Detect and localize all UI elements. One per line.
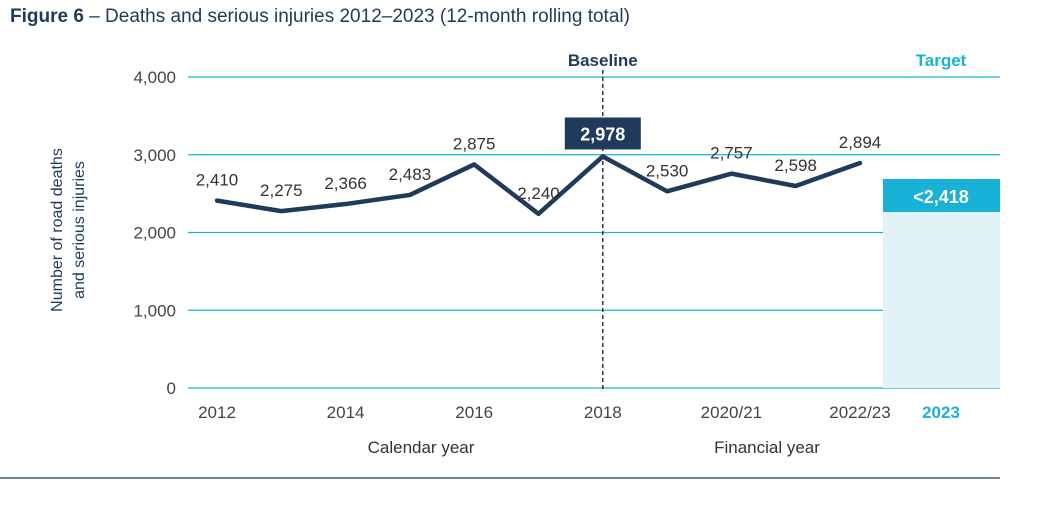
data-label: 2,240 (517, 184, 560, 203)
y-axis-ticks: 0 1,000 2,000 3,000 4,000 (133, 68, 176, 398)
y-tick-label: 2,000 (133, 224, 176, 243)
data-labels: 2,410 2,275 2,366 2,483 2,875 2,240 2,978 2,530… (196, 117, 882, 203)
figure-number: Figure 6 (10, 6, 84, 27)
x-tick-label: 2018 (584, 403, 622, 422)
data-label: 2,410 (196, 171, 239, 190)
baseline-value-box (564, 117, 641, 150)
target-band (883, 200, 1000, 388)
gridlines (188, 76, 1000, 389)
x-axis-ticks: 2012 2014 2016 2018 2020/21 2022/23 (198, 403, 891, 422)
data-label: 2,483 (389, 165, 432, 184)
target-x-label: 2023 (922, 403, 960, 422)
data-label: 2,530 (646, 161, 689, 180)
data-label: 2,875 (453, 134, 496, 153)
chart-title: Figure 6 – Deaths and serious injuries 2… (10, 6, 630, 28)
x-tick-label: 2016 (455, 403, 493, 422)
data-label: 2,894 (839, 133, 882, 152)
x-tick-label: 2012 (198, 403, 236, 422)
title-separator: – (83, 6, 106, 27)
target-value-label: <2,418 (913, 187, 969, 207)
y-tick-label: 0 (167, 379, 176, 398)
series-line (214, 154, 863, 217)
x-tick-label: 2020/21 (701, 403, 762, 422)
target-value-box (883, 179, 1000, 212)
y-axis-label-line1: Number of road deaths (49, 148, 66, 312)
x-tick-label: 2014 (327, 403, 365, 422)
target-label: Target (916, 51, 967, 70)
y-tick-label: 4,000 (133, 68, 176, 87)
y-tick-label: 3,000 (133, 146, 176, 165)
y-axis-label-line2: and serious injuries (71, 161, 88, 299)
data-label: 2,366 (324, 174, 367, 193)
calendar-year-label: Calendar year (368, 438, 475, 457)
data-label: 2,757 (710, 144, 753, 163)
data-label: 2,978 (580, 124, 625, 144)
financial-year-label: Financial year (714, 438, 820, 457)
data-label: 2,598 (774, 156, 817, 175)
figure-title: Deaths and serious injuries 2012–2023 (1… (105, 6, 630, 27)
x-tick-label: 2022/23 (829, 403, 890, 422)
baseline-label: Baseline (568, 51, 638, 70)
y-tick-label: 1,000 (133, 301, 176, 320)
data-label: 2,275 (260, 181, 303, 200)
